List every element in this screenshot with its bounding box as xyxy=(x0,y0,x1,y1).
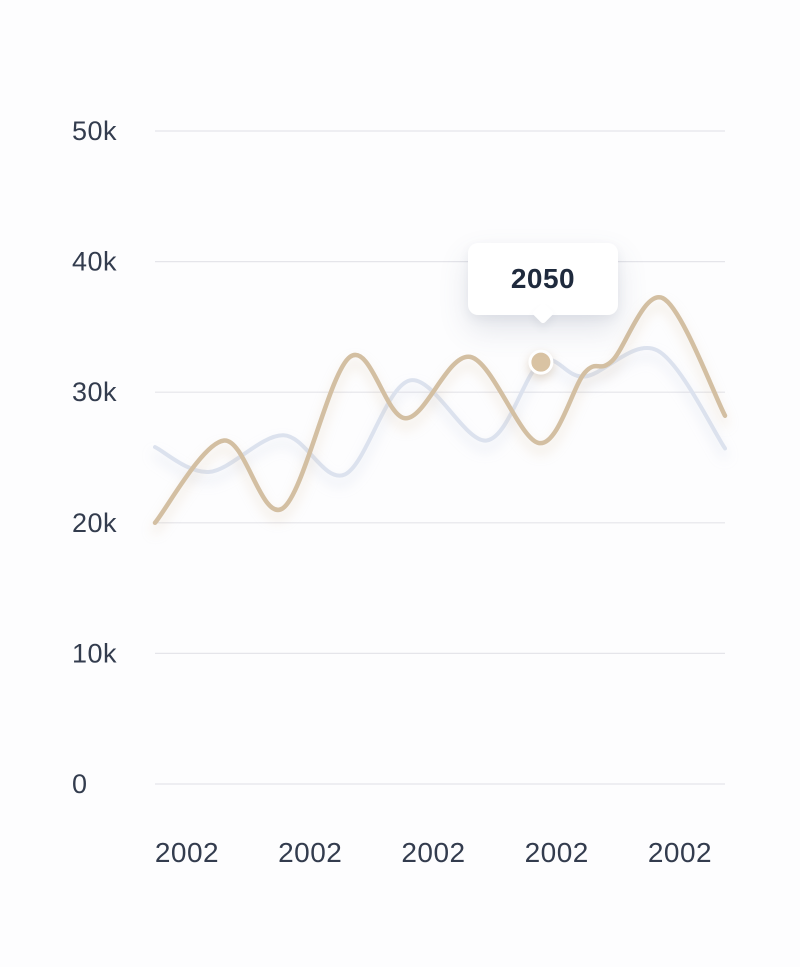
y-axis-labels: 50k 40k 30k 20k 10k 0 xyxy=(72,116,117,799)
data-point-marker[interactable] xyxy=(528,349,554,375)
x-tick-label: 2002 xyxy=(525,837,589,868)
primary-series-line xyxy=(152,295,728,526)
x-tick-label: 2002 xyxy=(278,837,342,868)
y-tick-label: 50k xyxy=(72,116,117,146)
x-tick-label: 2002 xyxy=(401,837,465,868)
y-tick-label: 20k xyxy=(72,508,117,538)
gridlines xyxy=(155,130,725,785)
tooltip-label: 2050 xyxy=(510,263,576,294)
y-tick-label: 0 xyxy=(72,769,88,799)
chart-marker[interactable] xyxy=(528,349,554,375)
x-axis-labels: 2002 2002 2002 2002 2002 xyxy=(155,837,712,868)
y-tick-label: 40k xyxy=(72,247,117,277)
y-tick-label: 10k xyxy=(72,638,117,668)
series-lines xyxy=(152,295,728,526)
tooltip: 2050 xyxy=(468,243,618,325)
x-tick-label: 2002 xyxy=(648,837,712,868)
x-tick-label: 2002 xyxy=(155,837,219,868)
y-tick-label: 30k xyxy=(72,377,117,407)
secondary-series-line xyxy=(153,346,727,478)
